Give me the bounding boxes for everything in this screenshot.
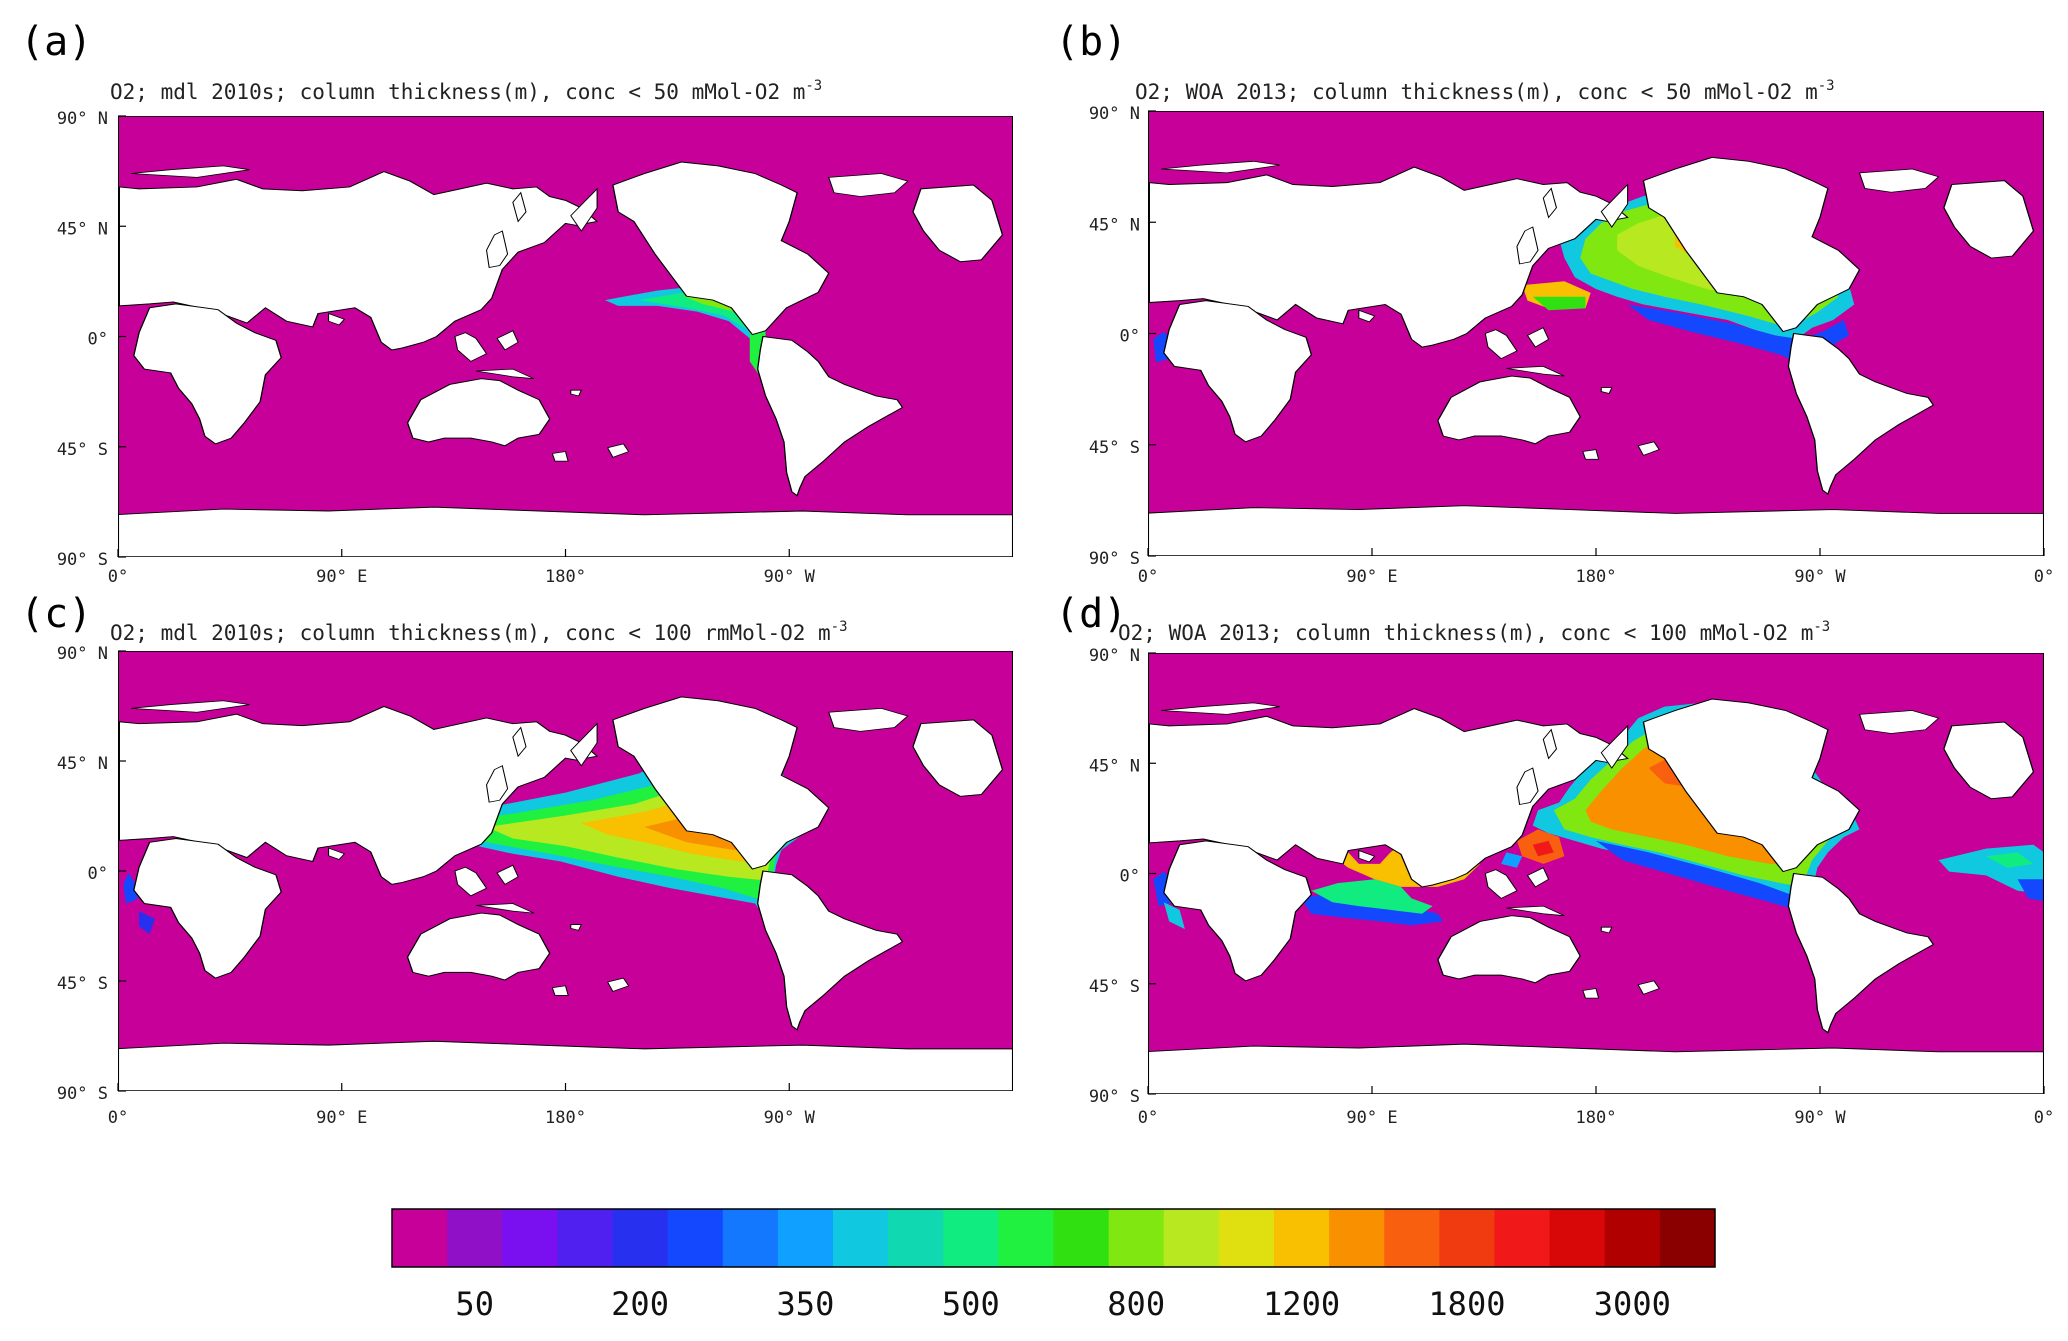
lon-label: 90° E (1346, 1108, 1397, 1128)
colorbar-swatch (1108, 1209, 1165, 1267)
colorbar-label: 500 (942, 1285, 1000, 1323)
colorbar-swatch (557, 1209, 613, 1267)
panel-letter: (b) (1055, 19, 1127, 65)
colorbar-swatch (1053, 1209, 1110, 1267)
lat-label: 90° S (1089, 549, 1140, 569)
colorbar-swatch (1329, 1209, 1385, 1267)
colorbar-swatch (998, 1209, 1054, 1267)
colorbar-swatch (1163, 1209, 1220, 1267)
colorbar-swatch (1384, 1209, 1440, 1267)
panel-letter: (d) (1055, 591, 1127, 637)
map-plot (1148, 653, 2044, 1094)
lat-label: 45° N (1089, 756, 1140, 776)
lon-label: 180° (545, 567, 586, 587)
lat-label: 90° S (57, 550, 108, 570)
colorbar-swatch (667, 1209, 724, 1267)
lat-label: 90° N (1089, 646, 1140, 666)
colorbar-swatch (888, 1209, 944, 1267)
lon-label: 0° (1138, 1108, 1158, 1128)
lat-label: 45° S (1089, 438, 1140, 458)
lon-label: 0° (1138, 567, 1158, 587)
lat-label: 0° (88, 864, 108, 884)
panel-title: O2; mdl 2010s; column thickness(m), conc… (110, 619, 848, 645)
colorbar-swatch (1494, 1209, 1551, 1267)
lat-label: 45° S (57, 974, 108, 994)
colorbar-swatch (943, 1209, 999, 1267)
lat-label: 90° N (57, 644, 108, 664)
lat-label: 45° S (57, 440, 108, 460)
colorbar-label: 1200 (1263, 1285, 1340, 1323)
lat-label: 90° N (1089, 104, 1140, 124)
colorbar-swatch (722, 1209, 779, 1267)
panel-letter: (a) (20, 19, 92, 65)
lon-label: 180° (545, 1108, 586, 1128)
colorbar-label: 200 (611, 1285, 669, 1323)
lon-label: 90° E (1346, 567, 1397, 587)
map-plot (118, 651, 1013, 1091)
map-panel-c: (c) O2; mdl 2010s; column thickness(m), c… (20, 591, 1013, 1128)
colorbar-label: 350 (777, 1285, 835, 1323)
lon-label: 90° W (764, 567, 816, 587)
lat-label: 0° (1120, 867, 1140, 887)
colorbar: 50 200 350 500 800 1200 1800 3000 (391, 1208, 1716, 1323)
map-panel-d: (d)O2; WOA 2013; column thickness(m), co… (1055, 591, 2054, 1128)
lat-label: 90° S (57, 1084, 108, 1104)
colorbar-swatch (612, 1209, 669, 1267)
panel-title: O2; WOA 2013; column thickness(m), conc … (1135, 78, 1835, 104)
lon-label: 90° W (1794, 567, 1846, 587)
lon-label: 90° E (316, 567, 367, 587)
colorbar-swatch (1659, 1209, 1716, 1267)
colorbar-swatch (833, 1209, 889, 1267)
lat-label: 45° N (57, 754, 108, 774)
panel-title: O2; mdl 2010s; column thickness(m), conc… (110, 78, 822, 104)
lat-label: 45° S (1089, 977, 1140, 997)
lat-label: 90° S (1089, 1087, 1140, 1107)
lat-label: 0° (88, 330, 108, 350)
lat-label: 45° N (57, 219, 108, 239)
lon-label: 90° E (316, 1108, 367, 1128)
colorbar-swatch (447, 1209, 503, 1267)
map-panel-b: (b) O2; WOA 2013; column thickness(m), co… (1055, 19, 2054, 587)
lon-label: 0° (2034, 1108, 2054, 1128)
lon-label: 0° (2034, 567, 2054, 587)
colorbar-label: 50 (455, 1285, 494, 1323)
lon-label: 0° (108, 567, 128, 587)
lon-label: 180° (1576, 1108, 1617, 1128)
colorbar-label: 1800 (1428, 1285, 1505, 1323)
panel-title: O2; WOA 2013; column thickness(m), conc … (1118, 619, 1830, 645)
lon-label: 90° W (1794, 1108, 1846, 1128)
colorbar-swatch (502, 1209, 558, 1267)
colorbar-swatch (1218, 1209, 1275, 1267)
colorbar-swatch (1274, 1209, 1330, 1267)
map-panel-a: (a) O2; mdl 2010s; column thickness(m), c… (20, 19, 1013, 587)
map-plot (1148, 111, 2044, 556)
lat-label: 90° N (57, 109, 108, 129)
colorbar-label: 3000 (1594, 1285, 1671, 1323)
colorbar-swatch (392, 1209, 448, 1267)
lon-label: 90° W (764, 1108, 816, 1128)
panel-letter: (c) (20, 591, 92, 637)
colorbar-frame (391, 1208, 1716, 1268)
lat-label: 0° (1120, 327, 1140, 347)
colorbar-label: 800 (1107, 1285, 1165, 1323)
colorbar-swatch (1549, 1209, 1606, 1267)
lat-label: 45° N (1089, 215, 1140, 235)
lon-label: 180° (1576, 567, 1617, 587)
colorbar-swatch (1604, 1209, 1661, 1267)
map-plot (118, 116, 1013, 557)
colorbar-swatch (1439, 1209, 1495, 1267)
lon-label: 0° (108, 1108, 128, 1128)
colorbar-swatch (777, 1209, 834, 1267)
